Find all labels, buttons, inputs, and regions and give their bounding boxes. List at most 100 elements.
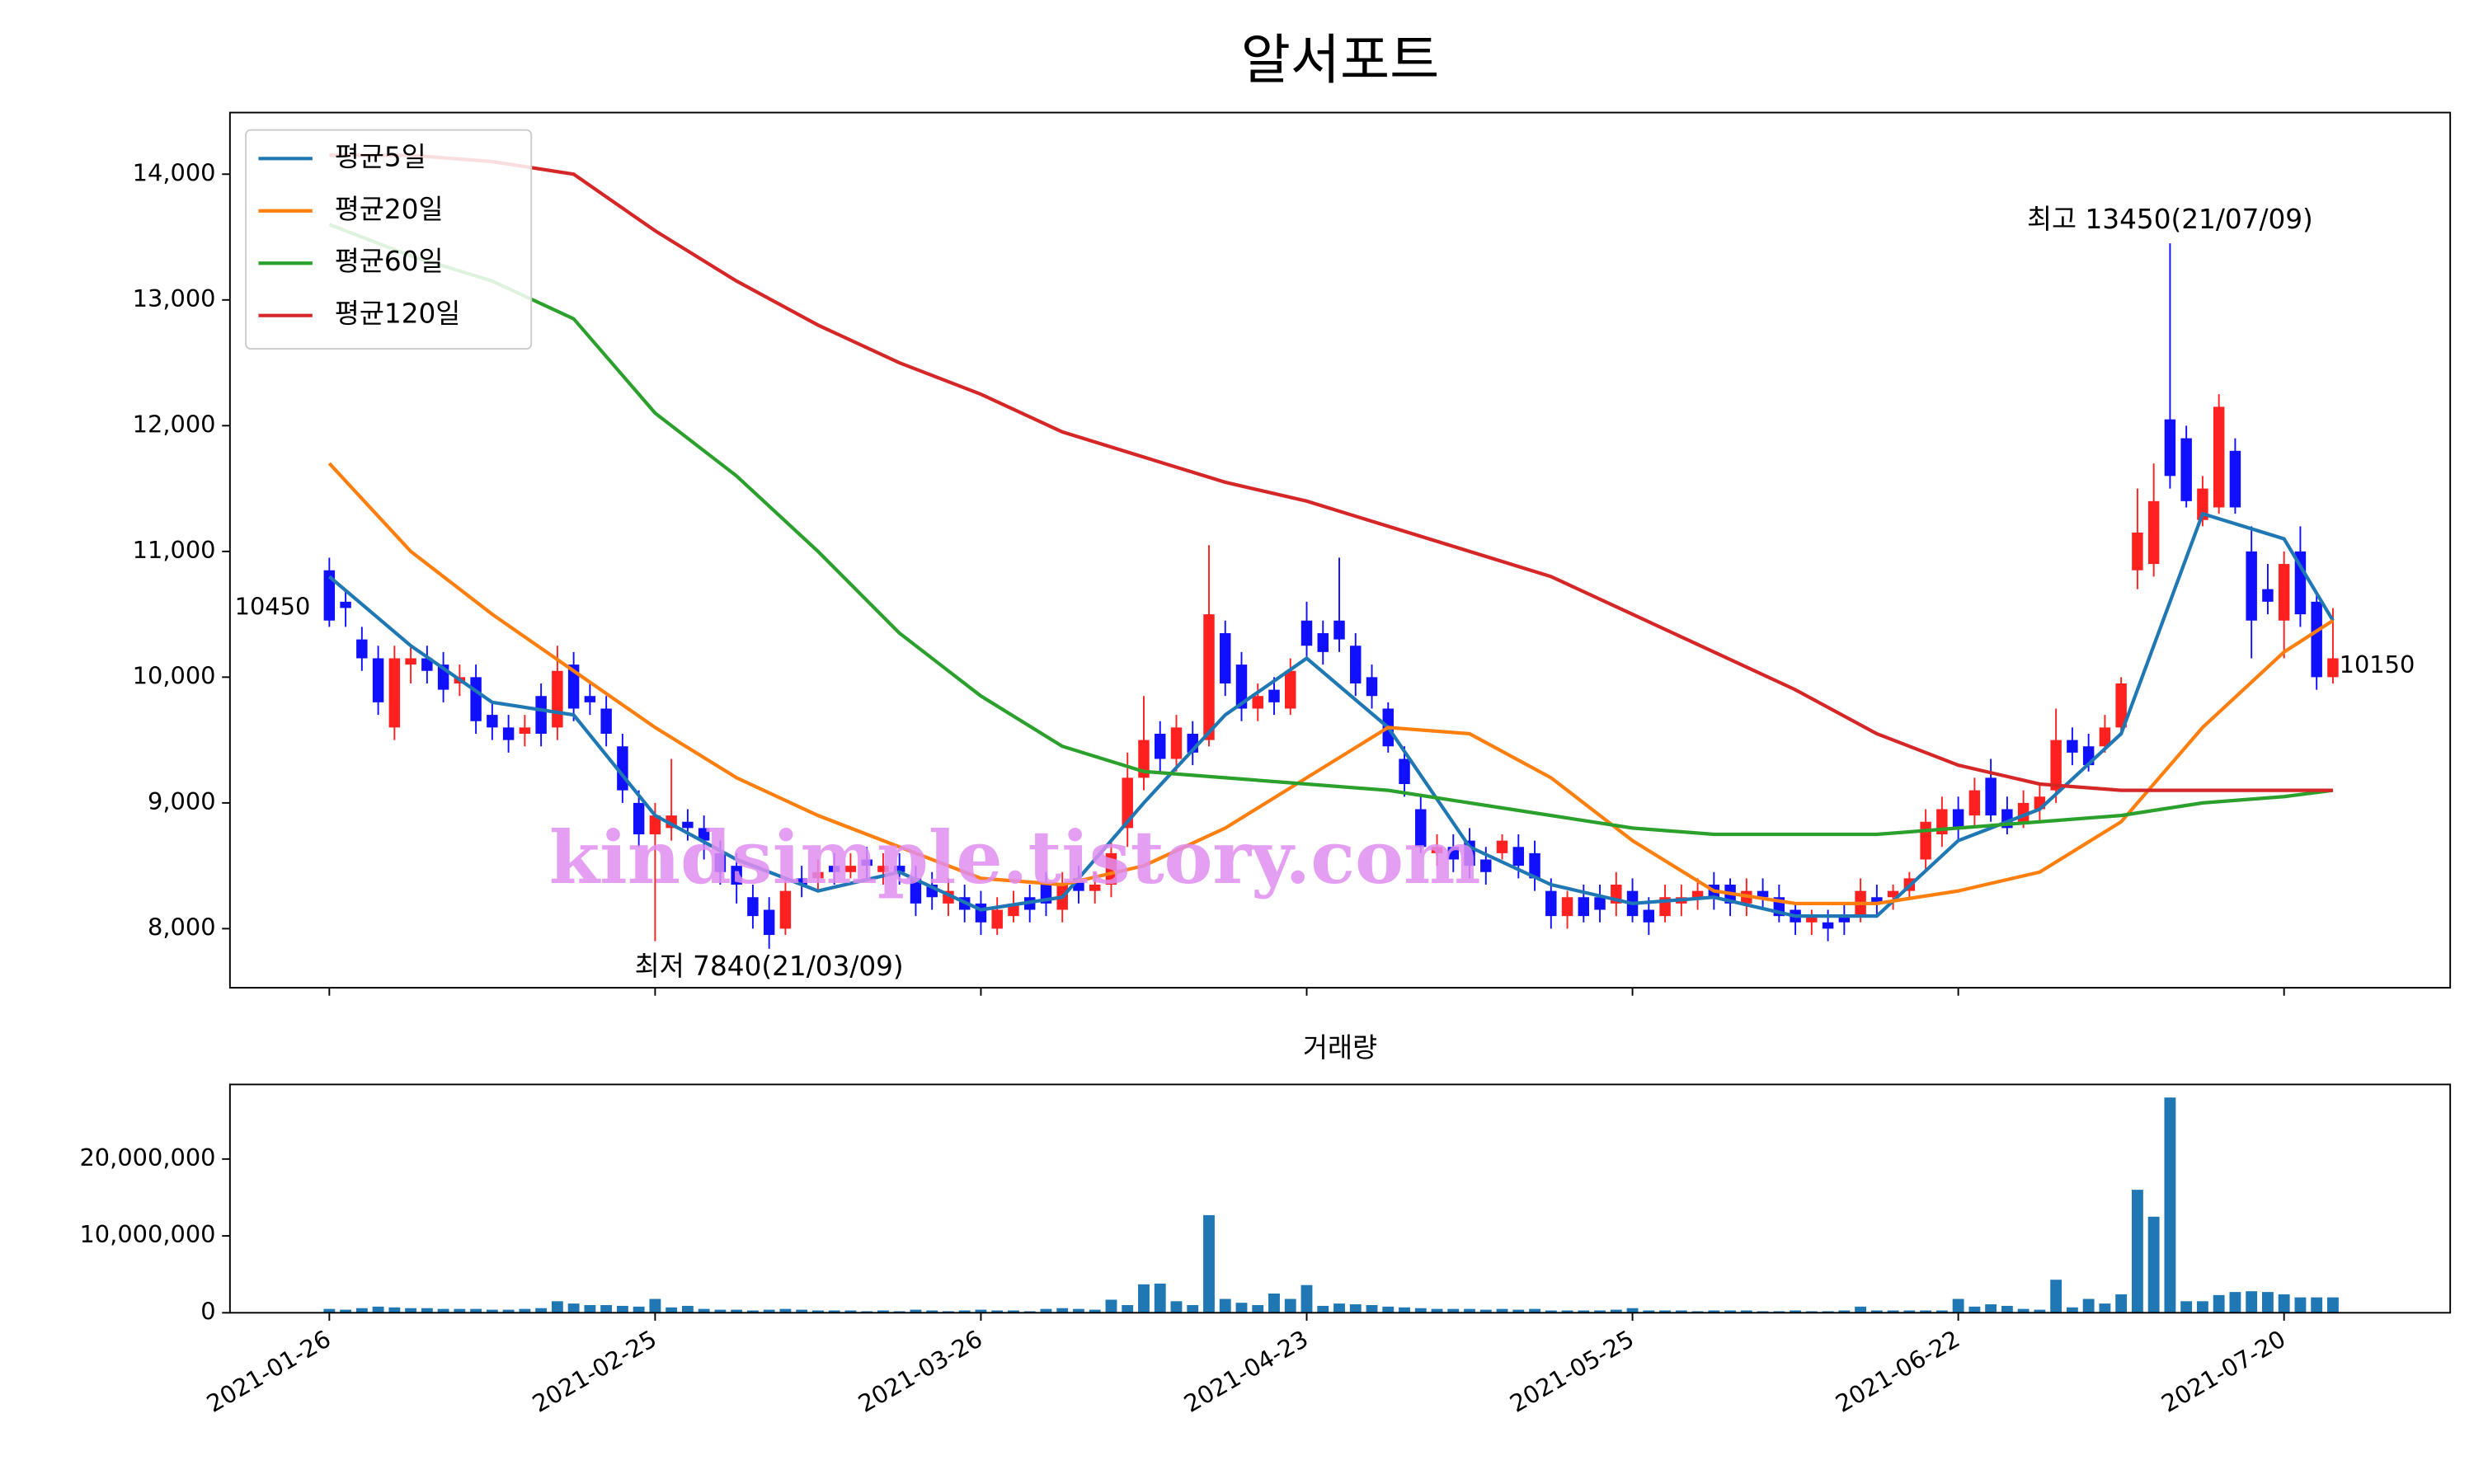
candle-body	[991, 909, 1003, 929]
candle-body	[1545, 890, 1557, 917]
volume-bar	[437, 1308, 449, 1313]
volume-bar	[2115, 1294, 2128, 1313]
volume-bar	[681, 1305, 694, 1313]
candle-body	[910, 878, 922, 904]
candle-body	[1447, 847, 1460, 860]
candle-body	[812, 871, 824, 879]
volume-bar	[1447, 1308, 1460, 1313]
volume-bar	[1708, 1310, 1720, 1313]
volume-bar	[1170, 1301, 1183, 1313]
candle-body	[372, 658, 384, 702]
candle-body	[1578, 897, 1590, 917]
volume-bar	[1073, 1308, 1084, 1313]
candle-body	[1561, 897, 1573, 917]
candle-body	[2132, 532, 2143, 571]
candle-body	[2262, 589, 2274, 602]
volume-bar	[1187, 1304, 1199, 1313]
axes-frame	[228, 111, 2452, 989]
candle-body	[779, 890, 792, 929]
candle-body	[2229, 450, 2241, 508]
volume-bar	[340, 1309, 352, 1313]
annotation: 최고 13450(21/07/09)	[2027, 204, 2313, 235]
ma-line	[328, 223, 2334, 837]
x-tick-label: 2021-05-25	[1505, 1325, 1639, 1418]
volume-bar	[796, 1309, 808, 1313]
volume-bar	[1659, 1310, 1671, 1313]
candle-body	[1496, 840, 1508, 853]
legend-box	[245, 129, 533, 350]
volume-bar	[1333, 1303, 1345, 1313]
legend-label: 평균20일	[335, 194, 444, 225]
candle-body	[2213, 406, 2225, 508]
candle-body	[405, 658, 416, 665]
candle-body	[2115, 683, 2127, 728]
candle-body	[502, 727, 515, 740]
annotation: 최저 7840(21/03/09)	[635, 951, 904, 982]
candle-body	[2197, 488, 2208, 520]
candle-body	[535, 696, 547, 734]
candle-body	[861, 859, 872, 866]
volume-bar	[421, 1308, 433, 1313]
candle-body	[470, 677, 482, 721]
candle-body	[1643, 909, 1655, 923]
volume-bar	[1284, 1298, 1296, 1313]
candle-body	[1105, 852, 1117, 885]
candle-body	[747, 897, 759, 917]
volume-bar	[666, 1307, 678, 1313]
x-tick-label: 2021-06-22	[1831, 1325, 1964, 1418]
y-tick-label: 12,000	[133, 410, 216, 438]
x-tick-label: 2021-03-26	[854, 1325, 987, 1418]
volume-bar	[2099, 1303, 2111, 1313]
candle-body	[1285, 670, 1296, 709]
volume-bar	[1594, 1310, 1606, 1313]
volume-bar	[2180, 1301, 2193, 1313]
x-tick-label: 2021-04-23	[1179, 1325, 1313, 1418]
volume-bar	[910, 1309, 922, 1313]
candle-body	[2099, 727, 2111, 747]
y-tick-label: 10,000,000	[79, 1220, 215, 1248]
volume-bar	[2017, 1308, 2030, 1313]
y-tick-label: 11,000	[133, 536, 216, 564]
candle-body	[2311, 601, 2322, 678]
candle-body	[1822, 922, 1834, 929]
volume-bar	[323, 1308, 336, 1313]
volume-bar	[649, 1298, 661, 1313]
x-tick-label: 2021-07-20	[2157, 1325, 2290, 1418]
volume-bar	[405, 1308, 417, 1313]
candle-body	[1350, 646, 1362, 683]
volume-bar	[1529, 1308, 1540, 1313]
y-tick-label: 13,000	[133, 284, 216, 312]
candle-body	[1952, 809, 1964, 829]
volume-bar	[877, 1310, 889, 1313]
volume-bar	[372, 1306, 384, 1313]
candle-body	[1399, 758, 1410, 784]
volume-bar	[519, 1308, 531, 1313]
y-tick-label: 8,000	[148, 913, 216, 941]
candle-body	[2294, 551, 2307, 615]
volume-bar	[1838, 1310, 1851, 1313]
candle-body	[1691, 890, 1704, 898]
volume-bar	[975, 1309, 987, 1313]
candle-body	[1122, 777, 1133, 829]
volume-bar	[1985, 1304, 1997, 1313]
volume-bar	[1219, 1298, 1231, 1313]
candle-body	[1968, 790, 1981, 816]
volume-bar	[2278, 1294, 2290, 1313]
volume-bar	[2213, 1294, 2225, 1313]
volume-bar	[2294, 1297, 2307, 1313]
volume-bar	[1317, 1305, 1329, 1313]
volume-bar	[1724, 1310, 1737, 1313]
volume-bar	[1935, 1310, 1948, 1313]
volume-bar	[1105, 1299, 1117, 1313]
volume-bar	[763, 1309, 775, 1313]
volume-bar	[486, 1309, 498, 1313]
candle-body	[600, 708, 612, 734]
watermark: kindsimple.tistory.com	[549, 815, 1481, 900]
x-tick-label: 2021-01-26	[202, 1325, 336, 1418]
volume-bar	[1138, 1284, 1150, 1313]
candle-body	[649, 815, 661, 835]
candle-body	[2147, 500, 2160, 565]
candle-body	[1333, 620, 1345, 640]
volume-bar	[567, 1303, 580, 1313]
